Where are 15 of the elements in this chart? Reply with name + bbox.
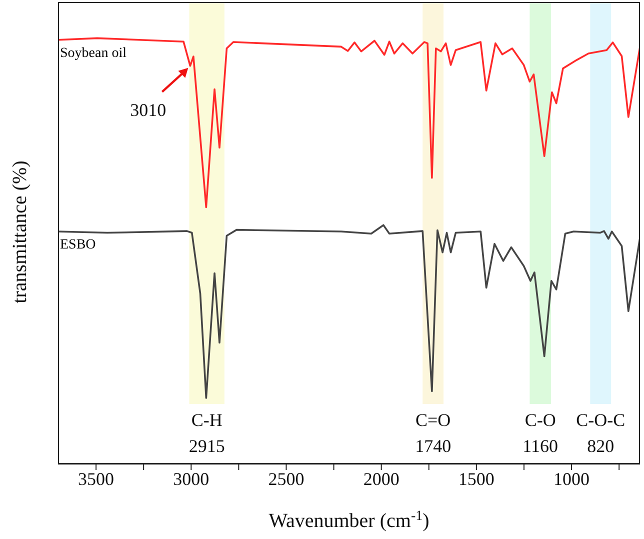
y-axis-title: transmittance (%): [9, 160, 31, 304]
band-label: C-O 1160: [522, 410, 558, 456]
series-label: Soybean oil: [60, 46, 127, 61]
x-tick-label: 2000: [363, 468, 400, 489]
x-tick-label: 3000: [173, 468, 210, 489]
band-label: C=O 1740: [415, 410, 452, 456]
series-label: ESBO: [60, 238, 96, 253]
x-tick-label: 1000: [554, 468, 590, 489]
x-tick-label: 2500: [268, 468, 304, 489]
band-label: C-H 2915: [188, 410, 225, 456]
x-tick-label: 3500: [78, 468, 114, 489]
x-tick-label: 1500: [458, 468, 494, 489]
band-label: C-O-C 820: [576, 410, 626, 456]
annotation: 3010: [130, 100, 166, 120]
x-axis-title: Wavenumber (cm$^{-1}$): [268, 508, 430, 532]
